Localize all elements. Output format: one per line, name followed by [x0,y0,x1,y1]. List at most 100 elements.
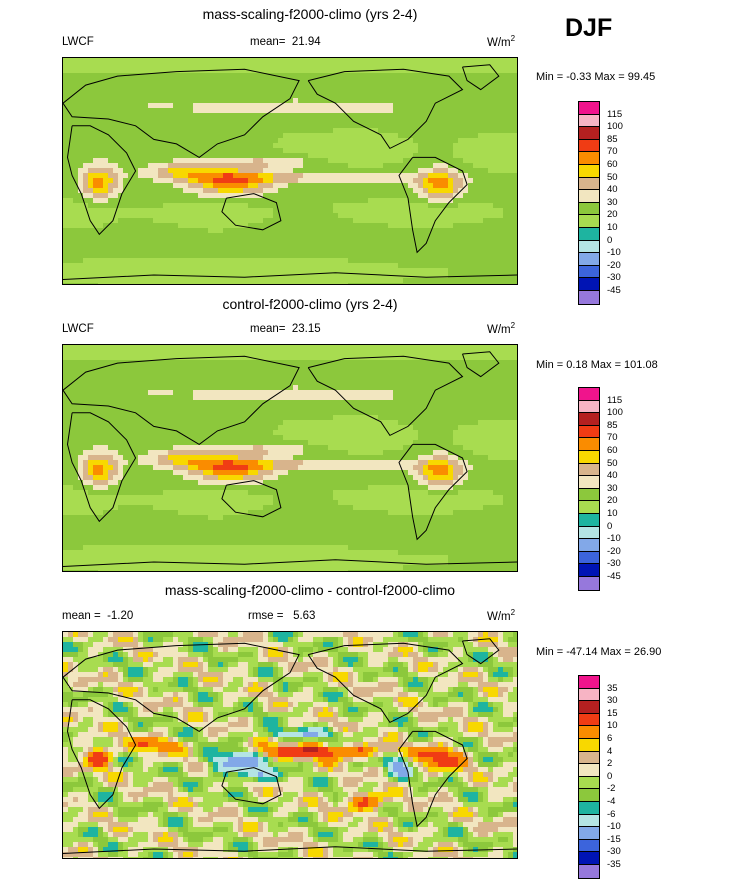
field-cell [258,183,264,189]
field-cell [488,253,494,259]
field-cell [98,133,104,139]
field-cell [458,273,464,279]
field-cell [453,223,459,229]
field-cell [383,118,389,124]
field-cell [343,193,349,199]
field-cell [153,133,159,139]
field-cell [213,133,219,139]
field-cell [278,68,284,74]
field-cell [83,218,89,224]
field-cell [128,108,134,114]
field-cell [193,223,199,229]
field-cell [363,63,369,69]
field-cell [468,380,474,386]
field-cell [378,273,384,279]
field-cell [448,168,454,174]
field-cell [233,218,239,224]
field-cell [113,253,119,259]
field-cell [178,108,184,114]
field-cell [163,238,169,244]
field-cell [513,370,517,376]
field-cell [283,350,289,356]
field-cell [393,193,399,199]
field-cell [438,123,444,129]
field-cell [458,73,464,79]
field-cell [268,365,274,371]
field-cell [488,380,494,386]
field-cell [393,98,399,104]
field-cell [273,158,279,164]
field-cell [408,143,414,149]
field-cell [198,168,204,174]
field-cell [188,183,194,189]
field-cell [298,88,304,94]
field-cell [328,380,334,386]
field-cell [403,223,409,229]
field-cell [403,253,409,259]
field-cell [448,283,454,284]
field-cell [473,360,479,366]
field-cell [193,218,199,224]
field-cell [293,148,299,154]
field-cell [203,263,209,269]
field-cell [178,355,184,361]
field-cell [193,88,199,94]
field-cell [318,233,324,239]
field-cell [263,178,269,184]
field-cell [503,98,509,104]
field-cell [218,128,224,134]
field-cell [423,380,429,386]
field-cell [398,153,404,159]
field-cell [68,138,74,144]
field-cell [193,118,199,124]
field-cell [493,345,499,351]
field-cell [333,203,339,209]
field-cell [153,188,159,194]
field-cell [488,208,494,214]
field-cell [323,128,329,134]
field-cell [78,148,84,154]
field-cell [448,218,454,224]
field-cell [233,108,239,114]
field-cell [298,168,304,174]
field-cell [168,183,174,189]
field-cell [293,258,299,264]
field-cell [358,138,364,144]
field-cell [428,168,434,174]
colorbar-swatch [579,228,599,241]
field-cell [63,283,69,284]
field-cell [453,58,459,64]
field-cell [263,88,269,94]
field-cell [303,228,309,234]
field-cell [233,360,239,366]
field-cell [413,350,419,356]
field-cell [373,278,379,284]
field-cell [368,118,374,124]
field-cell [433,173,439,179]
field-cell [93,350,99,356]
field-cell [78,203,84,209]
colorbar-tick-label: 40 [607,185,618,195]
field-cell [468,345,474,351]
field-cell [208,350,214,356]
field-cell [213,173,219,179]
field-cell [108,268,114,274]
field-cell [303,278,309,284]
field-cell [478,98,484,104]
field-cell [393,350,399,356]
field-cell [313,370,319,376]
field-cell [213,198,219,204]
field-cell [288,278,294,284]
field-cell [73,93,79,99]
field-cell [138,380,144,386]
field-cell [428,148,434,154]
field-cell [223,188,229,194]
field-cell [218,345,224,351]
field-cell [508,213,514,219]
field-cell [433,273,439,279]
field-cell [273,143,279,149]
field-cell [428,63,434,69]
field-cell [503,345,509,351]
field-cell [303,163,309,169]
field-cell [388,83,394,89]
